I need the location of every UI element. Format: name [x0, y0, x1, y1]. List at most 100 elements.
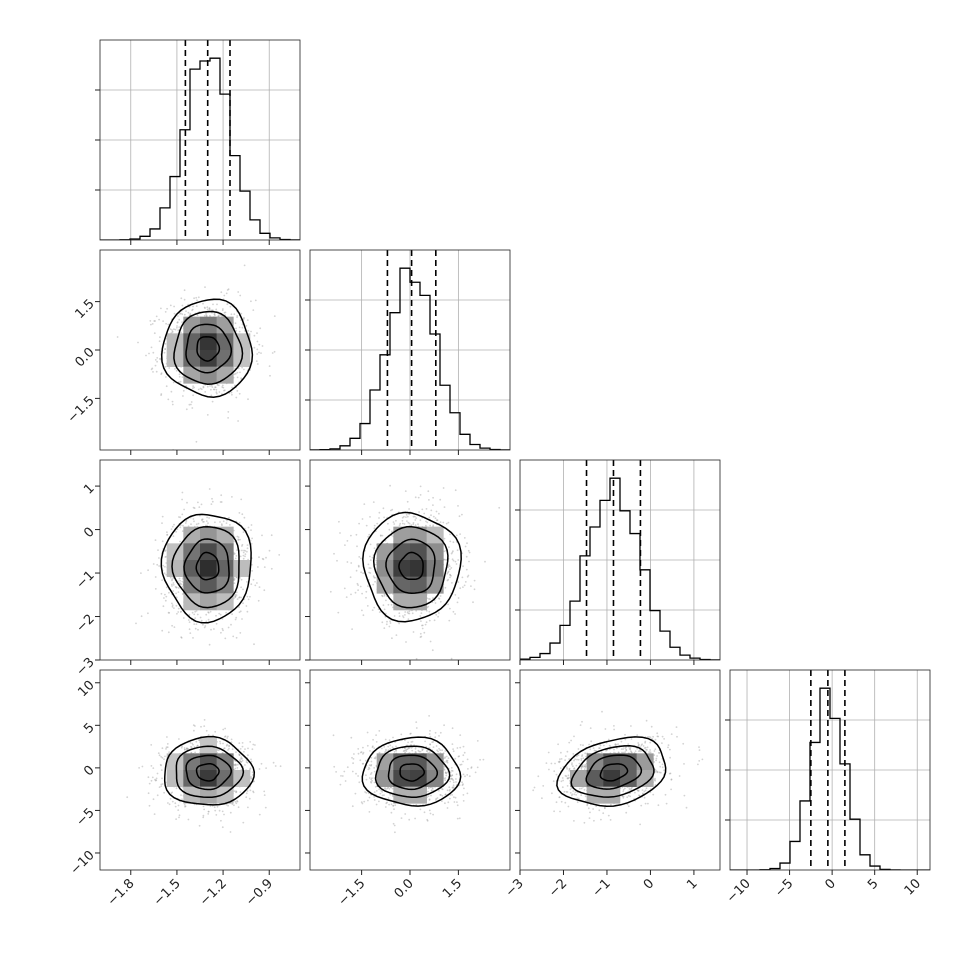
scatter-point: [437, 612, 440, 614]
scatter-point: [374, 563, 377, 566]
scatter-point: [467, 549, 470, 552]
scatter-point: [163, 758, 165, 761]
scatter-point: [484, 560, 486, 563]
scatter-point: [170, 792, 173, 795]
scatter-point: [234, 322, 237, 325]
scatter-point: [196, 744, 199, 747]
scatter-point: [230, 738, 233, 741]
scatter-point: [166, 307, 169, 310]
scatter-point: [463, 537, 466, 539]
scatter-point: [239, 760, 242, 763]
scatter-point: [362, 572, 364, 575]
scatter-point: [246, 790, 249, 792]
scatter-point: [425, 520, 427, 523]
scatter-point: [432, 496, 434, 499]
scatter-point: [242, 821, 245, 824]
scatter-point: [164, 556, 167, 558]
scatter-point: [152, 767, 155, 769]
contour-line: [160, 513, 252, 624]
scatter-point: [172, 582, 175, 584]
y-tick-label: −5: [73, 805, 97, 829]
scatter-point: [378, 517, 380, 519]
scatter-point: [419, 494, 422, 496]
scatter-point: [183, 803, 186, 806]
scatter-point: [213, 806, 216, 809]
scatter-point: [421, 624, 423, 627]
scatter-point: [192, 394, 195, 397]
scatter-point: [239, 791, 242, 793]
scatter-point: [357, 589, 359, 591]
scatter-point: [254, 584, 257, 587]
scatter-point: [173, 328, 175, 331]
scatter-point: [206, 306, 209, 309]
scatter-point: [204, 307, 206, 309]
scatter-point: [452, 550, 454, 553]
scatter-point: [244, 555, 246, 558]
scatter-point: [450, 775, 452, 778]
scatter-point: [436, 749, 438, 752]
scatter-point: [454, 613, 456, 615]
scatter-point: [345, 596, 348, 598]
scatter-point: [219, 501, 222, 503]
y-tick-label: −1.5: [65, 393, 98, 426]
scatter-point: [256, 348, 259, 351]
scatter-point: [261, 345, 264, 347]
scatter-point: [423, 631, 426, 634]
scatter-point: [237, 367, 240, 370]
scatter-point: [373, 606, 376, 609]
scatter-point: [182, 395, 184, 397]
scatter-point: [116, 336, 119, 338]
scatter-point: [174, 328, 177, 331]
scatter-point: [450, 574, 452, 577]
scatter-point: [420, 635, 423, 638]
scatter-point: [458, 515, 461, 518]
scatter-point: [255, 360, 258, 362]
scatter-point: [408, 513, 410, 516]
scatter-point: [452, 559, 455, 562]
y-tick-label: 1.5: [72, 297, 97, 322]
scatter-point: [451, 558, 454, 561]
scatter-point: [443, 550, 446, 553]
scatter-point: [162, 320, 165, 322]
scatter-point: [158, 318, 161, 321]
scatter-point: [263, 790, 266, 793]
scatter-point: [211, 497, 213, 500]
scatter-point: [415, 658, 418, 660]
scatter-point: [450, 657, 453, 660]
scatter-point: [187, 818, 190, 821]
scatter-point: [158, 557, 160, 559]
scatter-point: [357, 752, 360, 755]
scatter-point: [241, 759, 244, 762]
scatter-point: [249, 789, 252, 792]
scatter-point: [213, 628, 215, 630]
scatter-point: [180, 746, 183, 749]
scatter-point: [150, 765, 153, 767]
scatter-point: [158, 565, 161, 567]
scatter-point: [150, 744, 153, 746]
scatter-point: [181, 585, 184, 588]
scatter-point: [194, 627, 197, 630]
scatter-point: [231, 613, 234, 616]
scatter-point: [465, 555, 468, 558]
scatter-point: [405, 748, 408, 751]
scatter-point: [178, 326, 181, 328]
scatter-point: [446, 789, 449, 792]
scatter-point: [372, 583, 375, 586]
scatter-point: [412, 631, 415, 633]
scatter-point: [435, 519, 438, 521]
scatter-point: [235, 594, 238, 596]
scatter-point: [251, 748, 254, 751]
scatter-point: [378, 511, 381, 514]
scatter-point: [164, 599, 167, 602]
scatter-point: [175, 592, 178, 595]
scatter-point: [157, 752, 160, 755]
scatter-point: [198, 739, 201, 742]
scatter-point: [230, 623, 232, 626]
scatter-point: [158, 358, 161, 360]
scatter-point: [238, 754, 241, 757]
scatter-point: [447, 578, 450, 581]
scatter-point: [189, 741, 192, 744]
scatter-point: [165, 573, 168, 576]
scatter-point: [253, 780, 256, 783]
scatter-point: [383, 608, 386, 611]
